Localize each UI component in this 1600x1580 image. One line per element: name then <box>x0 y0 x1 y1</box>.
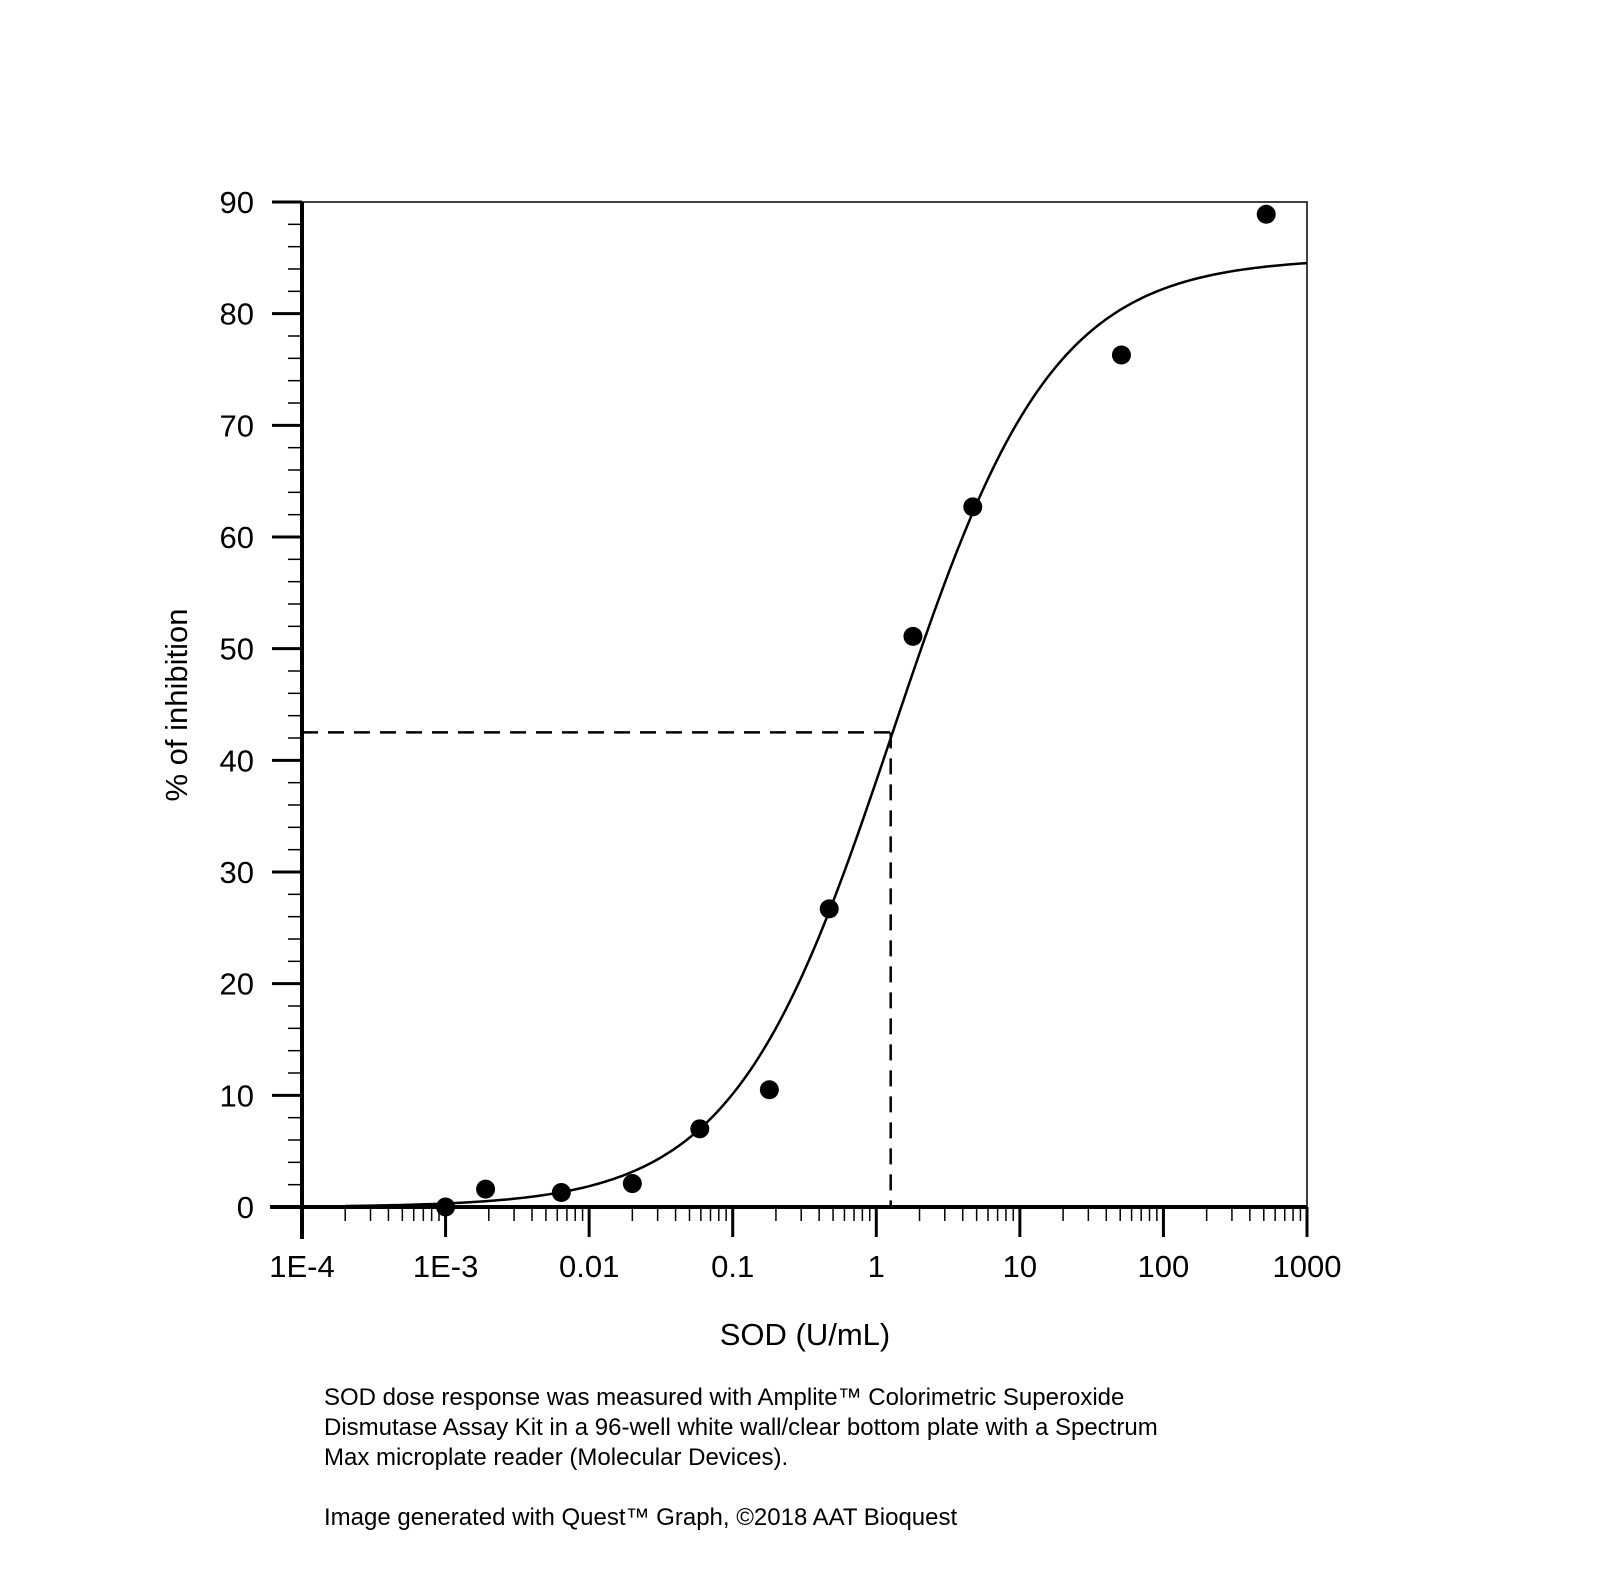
data-point <box>819 899 839 919</box>
x-tick-label: 1000 <box>1273 1249 1342 1284</box>
y-tick-label: 10 <box>220 1078 254 1113</box>
x-tick-labels: 1E-4 1E-3 0.01 0.1 1 10 100 1000 <box>269 1249 1341 1284</box>
y-tick-label: 0 <box>237 1190 254 1225</box>
reference-lines <box>302 731 892 1207</box>
x-axis-label: SOD (U/mL) <box>720 1317 891 1352</box>
x-tick-label: 1E-4 <box>269 1249 334 1284</box>
minor-ticks <box>288 223 1302 1221</box>
data-point <box>476 1179 496 1199</box>
fitted-curve <box>345 261 1308 1208</box>
data-point <box>903 626 923 646</box>
y-tick-label: 50 <box>220 632 254 667</box>
data-point <box>963 497 983 517</box>
major-ticks <box>272 200 1309 1237</box>
data-points <box>436 204 1276 1217</box>
data-point <box>1256 204 1276 224</box>
plot-frame <box>301 201 1308 1208</box>
caption-line: Dismutase Assay Kit in a 96-well white w… <box>324 1414 1158 1441</box>
x-tick-label: 10 <box>1003 1249 1037 1284</box>
y-tick-label: 80 <box>220 297 254 332</box>
data-point <box>436 1197 456 1217</box>
figure-caption: SOD dose response was measured with Ampl… <box>324 1383 1324 1473</box>
y-tick-label: 40 <box>220 743 254 778</box>
image-credit: Image generated with Quest™ Graph, ©2018… <box>324 1504 958 1531</box>
y-tick-label: 70 <box>220 408 254 443</box>
data-point <box>551 1182 571 1202</box>
caption-line: Max microplate reader (Molecular Devices… <box>324 1444 789 1471</box>
x-tick-label: 1E-3 <box>413 1249 478 1284</box>
data-point <box>690 1119 710 1139</box>
caption-line: SOD dose response was measured with Ampl… <box>324 1384 1125 1411</box>
x-tick-label: 1 <box>868 1249 885 1284</box>
x-tick-label: 0.1 <box>711 1249 754 1284</box>
y-tick-labels: 0 10 20 30 40 50 60 70 80 90 <box>220 185 254 1225</box>
y-tick-label: 30 <box>220 855 254 890</box>
y-tick-label: 60 <box>220 520 254 555</box>
y-tick-label: 20 <box>220 967 254 1002</box>
data-point <box>759 1080 779 1100</box>
x-tick-label: 100 <box>1138 1249 1190 1284</box>
data-point <box>1111 345 1131 365</box>
data-point <box>622 1174 642 1194</box>
y-tick-label: 90 <box>220 185 254 220</box>
y-axis-label: % of inhibition <box>159 608 194 801</box>
x-tick-label: 0.01 <box>559 1249 619 1284</box>
